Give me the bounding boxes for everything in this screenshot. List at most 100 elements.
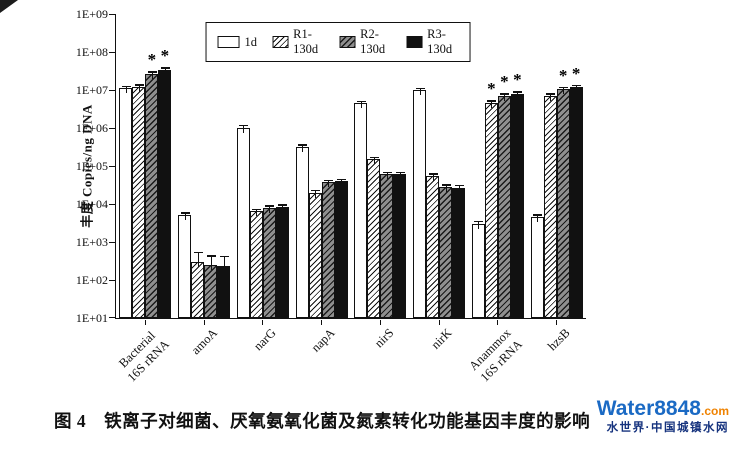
error-bar: [576, 84, 578, 92]
error-bar: [256, 208, 258, 217]
y-tick: [109, 166, 115, 167]
error-bar-cap: [180, 212, 190, 214]
bar: [145, 74, 159, 318]
significance-star: *: [487, 79, 496, 99]
error-bar: [517, 91, 519, 99]
error-bar: [504, 93, 506, 101]
bar: [497, 95, 511, 318]
error-bar: [184, 212, 186, 221]
bar: [217, 265, 231, 318]
y-tick: [109, 317, 115, 318]
error-bar: [138, 84, 140, 92]
bar: [569, 86, 583, 318]
bar: [556, 89, 570, 318]
error-bar-cap: [311, 189, 321, 192]
bar: [132, 86, 146, 318]
x-tick: [497, 319, 499, 325]
bar: [191, 261, 205, 318]
error-bar: [537, 214, 539, 223]
error-bar: [210, 255, 212, 270]
y-tick-label: 1E+07: [75, 83, 108, 97]
error-bar: [419, 87, 421, 95]
legend-label: R2-130d: [360, 27, 386, 56]
bar: [354, 103, 368, 318]
legend-item: R1-130d: [272, 27, 324, 57]
significance-star: *: [571, 63, 581, 83]
y-tick: [109, 242, 115, 243]
bar: [321, 181, 335, 318]
bar: [413, 90, 427, 318]
legend-item: R3-130d: [406, 27, 458, 57]
error-bar-cap: [337, 178, 347, 181]
error-bar-cap: [147, 71, 157, 73]
error-bar-cap: [441, 184, 451, 186]
error-bar: [328, 179, 330, 187]
error-bar-cap: [160, 67, 170, 69]
error-bar-cap: [193, 251, 203, 254]
error-bar-cap: [513, 91, 523, 93]
error-bar-cap: [206, 255, 216, 257]
bar: [543, 95, 557, 318]
error-bar: [197, 251, 199, 267]
legend-label: R3-130d: [427, 27, 453, 56]
y-tick: [109, 90, 115, 91]
bar: [204, 264, 218, 318]
error-bar: [151, 71, 153, 80]
error-bar-cap: [252, 208, 262, 211]
significance-star: *: [160, 46, 170, 66]
x-tick: [556, 319, 558, 325]
y-tick: [109, 204, 115, 205]
bar: [249, 211, 263, 318]
bar: [393, 174, 407, 318]
plot-area: 1d R1-130d R2-130d R3-130d * * * * * * *: [109, 14, 586, 325]
error-bar-cap: [546, 93, 556, 95]
x-tick-label: Bacterial 16S rRNA: [116, 328, 173, 385]
bar: [236, 128, 250, 318]
significance-star: *: [500, 72, 509, 92]
watermark: Water8848.com 水世界·中国城镇水网: [597, 397, 729, 435]
error-bar-cap: [533, 214, 543, 216]
error-bar: [315, 189, 317, 198]
x-tick-label: Anammox 16S rRNA: [466, 325, 525, 385]
error-bar-cap: [474, 220, 484, 223]
bar: [178, 215, 192, 318]
error-bar-cap: [278, 204, 288, 206]
error-bar: [399, 171, 401, 180]
watermark-subtitle: 水世界·中国城镇水网: [606, 422, 729, 435]
error-bar-cap: [134, 84, 144, 86]
error-bar: [563, 86, 565, 95]
error-bar-cap: [395, 171, 405, 174]
y-tick: [109, 52, 115, 53]
watermark-domain-suffix: .com: [700, 404, 729, 418]
x-tick-label: napA: [308, 325, 338, 355]
error-bar: [550, 93, 552, 101]
watermark-logo: Water8848.com: [597, 397, 729, 420]
error-bar: [458, 184, 460, 193]
error-bar-cap: [369, 156, 379, 159]
legend-label: R1-130d: [293, 27, 319, 56]
bar: [158, 69, 172, 318]
error-bar: [302, 144, 304, 152]
x-tick-label: hzsB: [544, 325, 573, 354]
x-axis-tick-labels: Bacterial 16S rRNA amoA narG napA nirS nirK An…: [115, 319, 585, 409]
error-bar-cap: [559, 86, 569, 89]
error-bar-cap: [121, 85, 131, 88]
x-tick: [321, 319, 323, 325]
error-bar: [386, 171, 388, 180]
error-bar: [243, 124, 245, 133]
legend-swatch: [217, 36, 240, 48]
y-tick: [109, 14, 115, 15]
y-tick: [109, 128, 115, 129]
bar: [119, 88, 133, 318]
x-tick-label: amoA: [188, 325, 220, 358]
legend: 1d R1-130d R2-130d R3-130d: [205, 22, 471, 62]
error-bar: [282, 204, 284, 212]
legend-swatch: [272, 36, 289, 48]
bar: [452, 187, 466, 318]
y-tick-label: 1E+02: [75, 273, 108, 287]
error-bar-cap: [454, 184, 464, 187]
bar: [471, 223, 485, 318]
bar: [510, 93, 524, 318]
error-bar-cap: [324, 179, 334, 182]
